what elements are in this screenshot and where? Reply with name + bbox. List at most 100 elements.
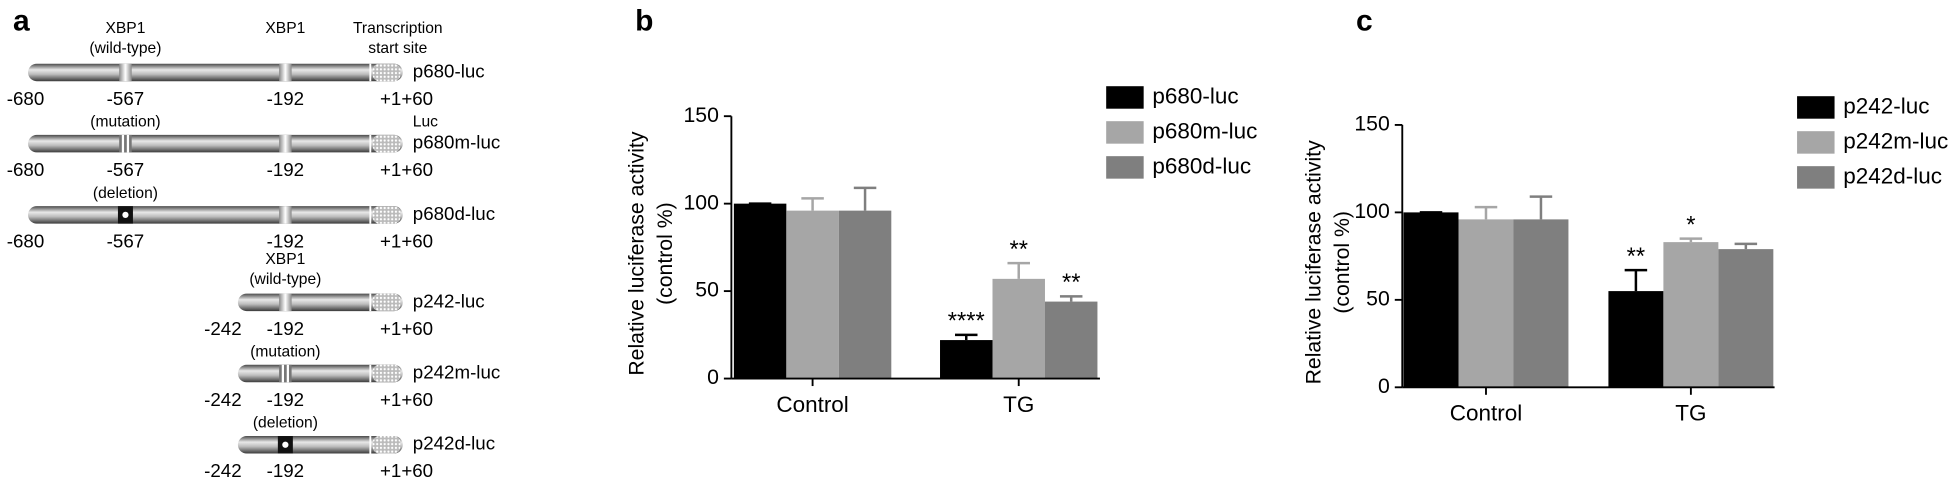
construct-name: p242m-luc <box>413 362 500 383</box>
annotation: XBP1 <box>105 20 145 37</box>
annotation: Transcription <box>353 20 443 37</box>
position-label: +1+60 <box>380 460 433 481</box>
position-label: -192 <box>267 230 305 251</box>
position-label: -242 <box>204 389 242 410</box>
legend-swatch <box>1797 96 1835 119</box>
annotation: (wild-type) <box>89 40 161 57</box>
position-label: -567 <box>107 230 145 251</box>
significance: **** <box>948 309 985 335</box>
bar <box>786 210 839 379</box>
construct-bar <box>27 63 403 82</box>
significance: * <box>1686 212 1695 238</box>
position-label: -567 <box>107 159 145 180</box>
x-tick-label: Control <box>1450 401 1522 426</box>
legend-label: p680-luc <box>1152 83 1238 108</box>
construct-name: p680d-luc <box>413 203 495 224</box>
y-tick-label: 0 <box>707 366 719 389</box>
annotation: start site <box>368 40 427 57</box>
annotation: (deletion) <box>253 415 318 432</box>
y-tick-label: 100 <box>1354 200 1389 223</box>
legend-label: p680m-luc <box>1152 118 1257 143</box>
x-tick-label: TG <box>1675 401 1706 426</box>
annotation: (deletion) <box>93 185 158 202</box>
construct-name: p242-luc <box>413 290 485 311</box>
y-tick-label: 0 <box>1378 375 1390 398</box>
legend-swatch <box>1106 86 1144 109</box>
significance: ** <box>1062 270 1080 296</box>
y-tick-label: 100 <box>683 191 718 214</box>
xbp1-site <box>119 63 132 82</box>
bar <box>1044 301 1098 379</box>
annotation: Luc <box>413 114 438 131</box>
bar <box>1403 212 1459 388</box>
panel-label: b <box>635 4 653 37</box>
x-tick-label: TG <box>1003 392 1034 417</box>
position-label: -192 <box>267 389 305 410</box>
position-label: -680 <box>7 159 45 180</box>
y-tick-label: 50 <box>695 279 719 302</box>
deletion-mark <box>282 441 289 448</box>
construct-name: p680-luc <box>413 60 485 81</box>
legend-swatch <box>1106 121 1144 144</box>
position-label: -242 <box>204 460 242 481</box>
xbp1-site <box>279 293 292 312</box>
significance: ** <box>1627 244 1645 270</box>
luc-region <box>372 293 401 312</box>
luc-region <box>372 63 401 82</box>
panel-label: a <box>13 4 30 37</box>
bar <box>1513 219 1569 388</box>
mutated-site <box>119 134 132 153</box>
legend-label: p242m-luc <box>1843 128 1948 153</box>
position-label: -192 <box>267 460 305 481</box>
xbp1-site <box>279 134 292 153</box>
position-label: +1+60 <box>380 159 433 180</box>
y-axis-label: Relative luciferase activity <box>625 131 648 375</box>
position-label: -192 <box>267 88 305 109</box>
annotation: XBP1 <box>265 251 305 268</box>
bar <box>940 340 993 379</box>
annotation: (mutation) <box>90 114 160 131</box>
position-label: -680 <box>7 88 45 109</box>
deletion-mark <box>122 211 129 219</box>
luc-region <box>372 364 401 383</box>
bar <box>992 278 1045 379</box>
luc-region <box>372 134 401 153</box>
position-label: -192 <box>267 159 305 180</box>
legend-swatch <box>1797 131 1835 154</box>
annotation: XBP1 <box>265 20 305 37</box>
position-label: +1+60 <box>380 230 433 251</box>
construct-name: p242d-luc <box>413 433 495 454</box>
annotation: (mutation) <box>250 343 320 360</box>
xbp1-site <box>279 206 292 224</box>
position-label: -567 <box>107 88 145 109</box>
mutated-site <box>279 364 292 383</box>
bar <box>1663 242 1719 388</box>
bar <box>1608 291 1664 388</box>
panel-label: c <box>1356 4 1373 37</box>
annotation: (wild-type) <box>249 271 321 288</box>
y-axis-label: (control %) <box>1331 211 1354 314</box>
construct-bar <box>27 134 403 153</box>
legend-swatch <box>1106 156 1144 179</box>
significance: ** <box>1009 237 1027 263</box>
position-label: +1+60 <box>380 318 433 339</box>
bar <box>1458 219 1514 388</box>
construct-bar <box>27 206 403 224</box>
legend-label: p242-luc <box>1843 93 1929 118</box>
y-axis-label: (control %) <box>654 202 677 305</box>
y-axis-label: Relative luciferase activity <box>1302 140 1325 384</box>
y-tick-label: 150 <box>683 104 718 127</box>
bar <box>733 203 787 379</box>
position-label: -192 <box>267 318 305 339</box>
x-tick-label: Control <box>776 392 848 417</box>
position-label: -680 <box>7 230 45 251</box>
legend-label: p242d-luc <box>1843 163 1942 188</box>
bar <box>838 210 892 379</box>
xbp1-site <box>279 63 292 82</box>
construct-name: p680m-luc <box>413 132 500 153</box>
legend-label: p680d-luc <box>1152 153 1251 178</box>
luc-region <box>372 436 401 454</box>
bar <box>1718 249 1774 388</box>
